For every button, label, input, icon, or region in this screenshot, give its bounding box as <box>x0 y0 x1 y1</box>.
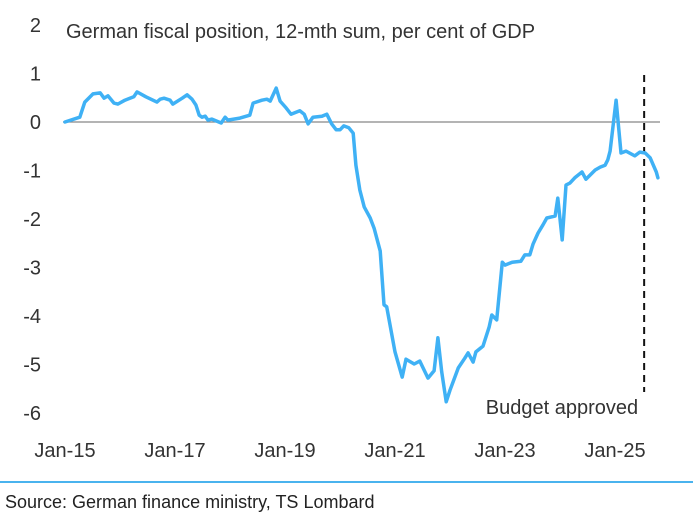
y-tick-label: 2 <box>30 15 41 37</box>
chart-title: German fiscal position, 12-mth sum, per … <box>66 21 535 43</box>
y-tick-label: -2 <box>23 209 41 231</box>
x-tick-label: Jan-17 <box>144 440 205 462</box>
x-tick-label: Jan-25 <box>584 440 645 462</box>
x-tick-label: Jan-21 <box>364 440 425 462</box>
y-axis-ticks: 2 1 0 -1 -2 -3 -4 -5 -6 <box>23 15 41 425</box>
y-tick-label: 1 <box>30 64 41 86</box>
footer-divider <box>0 481 693 483</box>
x-axis-ticks: Jan-15 Jan-17 Jan-19 Jan-21 Jan-23 Jan-25 <box>34 440 645 462</box>
source-note: Source: German finance ministry, TS Lomb… <box>5 492 375 512</box>
x-tick-label: Jan-23 <box>474 440 535 462</box>
y-tick-label: -3 <box>23 258 41 280</box>
x-tick-label: Jan-15 <box>34 440 95 462</box>
y-tick-label: -6 <box>23 403 41 425</box>
x-tick-label: Jan-19 <box>254 440 315 462</box>
y-tick-label: 0 <box>30 112 41 134</box>
fiscal-position-line <box>63 86 660 404</box>
y-tick-label: -1 <box>23 161 41 183</box>
y-tick-label: -5 <box>23 355 41 377</box>
y-tick-label: -4 <box>23 306 41 328</box>
budget-approved-label: Budget approved <box>486 397 638 419</box>
